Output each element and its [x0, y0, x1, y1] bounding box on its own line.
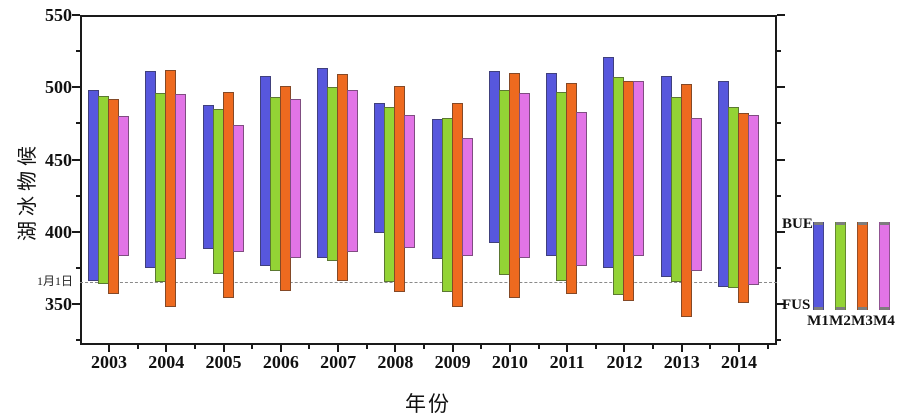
y-major-tick	[72, 158, 80, 161]
y-major-tick	[72, 86, 80, 89]
legend-bar-bottom-cap	[836, 307, 845, 310]
bar-m4-2004	[175, 94, 187, 260]
y-tick-label-550: 550	[45, 5, 72, 25]
x-major-tick	[623, 345, 626, 352]
x-minor-tick	[766, 345, 769, 349]
y-major-tick-right	[777, 158, 785, 161]
x-major-tick	[566, 345, 569, 352]
x-tick-label-2006: 2006	[262, 352, 299, 372]
x-minor-tick	[193, 345, 196, 349]
y-major-tick	[72, 14, 80, 16]
x-tick-label-2005: 2005	[205, 352, 242, 372]
legend-label-m3: M3	[851, 313, 873, 329]
y-minor-tick-right	[777, 194, 781, 197]
legend-bar-m1	[813, 222, 824, 310]
x-tick-label-2010: 2010	[491, 352, 528, 372]
y-tick-label-500: 500	[45, 77, 72, 98]
x-minor-tick	[480, 345, 483, 349]
x-tick-label-2011: 2011	[549, 352, 585, 372]
y-tick-label-350: 350	[45, 294, 72, 314]
x-major-tick	[279, 345, 282, 352]
y-major-tick-right	[777, 86, 785, 89]
y-major-tick-right	[777, 303, 785, 305]
x-major-tick	[737, 345, 740, 352]
x-major-tick	[108, 345, 110, 352]
x-tick-label-2008: 2008	[377, 352, 414, 372]
x-minor-tick	[537, 345, 540, 349]
y-major-tick	[72, 303, 80, 305]
x-tick-label-2013: 2013	[663, 352, 700, 372]
x-axis-title: 年份	[405, 392, 451, 416]
x-tick-label-2014: 2014	[720, 352, 757, 372]
legend-bottom-label: FUS	[782, 297, 811, 313]
y-major-tick	[72, 230, 80, 233]
y-minor-tick-right	[777, 266, 781, 269]
legend-bar-top-cap	[836, 222, 845, 225]
legend-bar-bottom-cap	[814, 307, 823, 310]
x-tick-label-2012: 2012	[606, 352, 643, 372]
y-minor-tick	[76, 122, 80, 125]
x-major-tick	[508, 345, 511, 352]
y-minor-tick	[76, 266, 80, 269]
x-minor-tick	[365, 345, 368, 349]
legend-bar-bottom-cap	[858, 307, 867, 310]
x-major-tick	[394, 345, 397, 352]
y-major-tick-right	[777, 14, 785, 16]
y-minor-tick	[76, 194, 80, 197]
legend-bar-m4	[879, 222, 890, 310]
bar-m4-2013	[690, 117, 702, 271]
legend-bar-top-cap	[814, 222, 823, 225]
bar-m4-2010	[518, 93, 530, 258]
bar-m4-2007	[347, 90, 359, 252]
bar-m4-2005	[232, 124, 244, 252]
bar-m4-2012	[633, 81, 645, 257]
bar-m4-2014	[747, 114, 759, 286]
y-minor-tick-right	[777, 50, 781, 53]
legend-bar-top-cap	[880, 222, 889, 225]
x-tick-label-2004: 2004	[148, 352, 185, 372]
x-major-tick	[451, 345, 454, 352]
x-minor-tick	[594, 345, 597, 349]
x-major-tick	[222, 345, 225, 352]
bar-m4-2006	[289, 98, 301, 258]
y-minor-tick-right	[777, 339, 781, 342]
legend-bar-top-cap	[858, 222, 867, 225]
x-major-tick	[165, 345, 168, 352]
legend-bar-m2	[835, 222, 846, 310]
y-tick-label-400: 400	[45, 221, 72, 242]
x-minor-tick	[251, 345, 254, 349]
legend-bar-m3	[857, 222, 868, 310]
x-minor-tick	[136, 345, 139, 349]
bar-m4-2003	[118, 116, 129, 257]
bar-m4-2009	[461, 137, 473, 257]
bar-m4-2011	[576, 111, 588, 267]
legend-label-m4: M4	[873, 313, 895, 329]
x-major-tick	[680, 345, 683, 352]
legend-label-m1: M1	[807, 313, 829, 329]
x-minor-tick	[709, 345, 712, 349]
legend-bar-bottom-cap	[880, 307, 889, 310]
jan1-reference-label: 1月1日	[36, 274, 73, 289]
y-minor-tick	[76, 339, 80, 342]
x-minor-tick	[422, 345, 425, 349]
bar-m4-2008	[404, 114, 416, 248]
x-minor-tick	[308, 345, 311, 349]
y-tick-label-450: 450	[45, 149, 72, 170]
jan1-reference-line	[80, 282, 777, 284]
x-tick-label-2009: 2009	[434, 352, 471, 372]
y-minor-tick	[76, 50, 80, 53]
x-major-tick	[337, 345, 340, 352]
x-tick-label-2003: 2003	[91, 352, 127, 372]
x-minor-tick	[652, 345, 655, 349]
y-minor-tick-right	[777, 122, 781, 125]
legend-top-label: BUE	[782, 216, 813, 232]
y-major-tick-right	[777, 230, 785, 233]
x-tick-label-2007: 2007	[320, 352, 357, 372]
legend-label-m2: M2	[829, 313, 851, 329]
